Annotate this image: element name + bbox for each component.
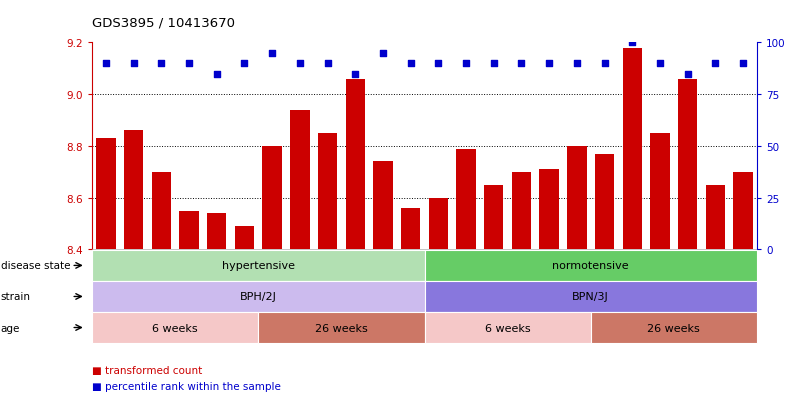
Point <box>682 71 694 78</box>
Point <box>238 61 251 67</box>
Bar <box>484 185 504 413</box>
Bar <box>429 198 448 413</box>
Text: ■ percentile rank within the sample: ■ percentile rank within the sample <box>92 381 281 391</box>
Text: hypertensive: hypertensive <box>222 261 295 271</box>
Text: BPH/2J: BPH/2J <box>239 292 277 302</box>
Bar <box>678 79 698 413</box>
Point <box>127 61 140 67</box>
Point <box>266 50 279 57</box>
Text: strain: strain <box>1 292 30 302</box>
Bar <box>567 147 586 413</box>
Bar <box>622 49 642 413</box>
Point <box>460 61 473 67</box>
Point <box>598 61 611 67</box>
Point <box>349 71 362 78</box>
Point <box>432 61 445 67</box>
Bar <box>595 154 614 413</box>
Point <box>570 61 583 67</box>
Point <box>293 61 306 67</box>
Point <box>376 50 389 57</box>
Text: 6 weeks: 6 weeks <box>152 323 198 333</box>
Point <box>321 61 334 67</box>
Text: 6 weeks: 6 weeks <box>485 323 530 333</box>
Text: BPN/3J: BPN/3J <box>573 292 609 302</box>
Bar <box>345 79 365 413</box>
Bar <box>151 173 171 413</box>
Text: GDS3895 / 10413670: GDS3895 / 10413670 <box>92 17 235 29</box>
Text: ■ transformed count: ■ transformed count <box>92 365 203 375</box>
Point <box>626 40 638 47</box>
Point <box>654 61 666 67</box>
Bar <box>512 173 531 413</box>
Bar <box>96 139 115 413</box>
Text: normotensive: normotensive <box>553 261 629 271</box>
Bar <box>540 170 559 413</box>
Point <box>515 61 528 67</box>
Bar <box>401 209 421 413</box>
Bar <box>290 111 309 413</box>
Point <box>183 61 195 67</box>
Point <box>405 61 417 67</box>
Point <box>99 61 112 67</box>
Bar <box>734 173 753 413</box>
Bar <box>373 162 392 413</box>
Bar <box>318 134 337 413</box>
Text: 26 weeks: 26 weeks <box>315 323 368 333</box>
Bar <box>263 147 282 413</box>
Bar <box>207 214 227 413</box>
Bar <box>235 227 254 413</box>
Text: age: age <box>1 323 20 333</box>
Point <box>155 61 167 67</box>
Bar <box>650 134 670 413</box>
Bar <box>179 211 199 413</box>
Point <box>211 71 223 78</box>
Point <box>709 61 722 67</box>
Text: disease state: disease state <box>1 261 70 271</box>
Point <box>543 61 556 67</box>
Text: 26 weeks: 26 weeks <box>647 323 700 333</box>
Point <box>487 61 500 67</box>
Point <box>737 61 750 67</box>
Bar <box>124 131 143 413</box>
Bar <box>457 149 476 413</box>
Bar <box>706 185 725 413</box>
